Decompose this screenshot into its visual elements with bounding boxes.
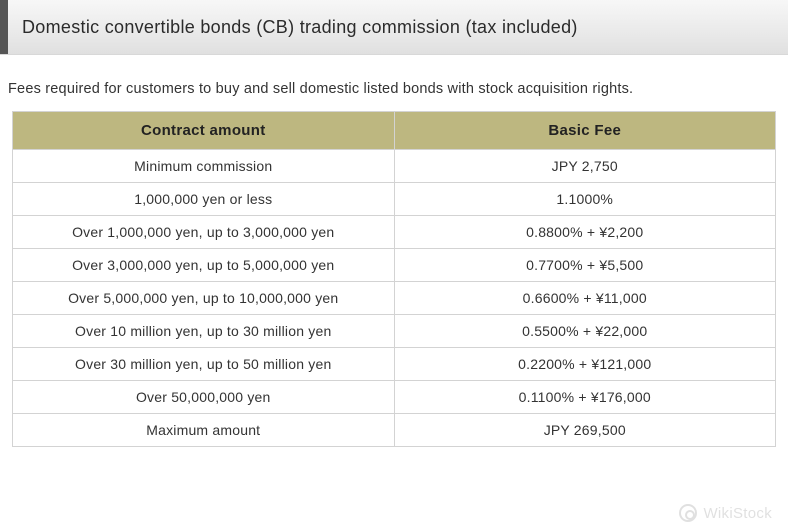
cell-fee: 0.1100% + ¥176,000 [394, 381, 776, 414]
cell-fee: 0.8800% + ¥2,200 [394, 216, 776, 249]
watermark-text: WikiStock [703, 505, 772, 522]
table-row: Over 30 million yen, up to 50 million ye… [13, 348, 776, 381]
cell-contract: Minimum commission [13, 150, 395, 183]
page-title: Domestic convertible bonds (CB) trading … [22, 0, 578, 54]
cell-fee: 1.1000% [394, 183, 776, 216]
table-row: 1,000,000 yen or less 1.1000% [13, 183, 776, 216]
cell-fee: JPY 2,750 [394, 150, 776, 183]
cell-fee: JPY 269,500 [394, 414, 776, 447]
cell-contract: Over 10 million yen, up to 30 million ye… [13, 315, 395, 348]
cell-contract: Maximum amount [13, 414, 395, 447]
column-header-contract: Contract amount [13, 112, 395, 150]
fee-table-container: Contract amount Basic Fee Minimum commis… [12, 111, 776, 447]
cell-contract: Over 3,000,000 yen, up to 5,000,000 yen [13, 249, 395, 282]
table-row: Over 10 million yen, up to 30 million ye… [13, 315, 776, 348]
table-row: Minimum commission JPY 2,750 [13, 150, 776, 183]
cell-contract: Over 30 million yen, up to 50 million ye… [13, 348, 395, 381]
table-row: Over 5,000,000 yen, up to 10,000,000 yen… [13, 282, 776, 315]
cell-fee: 0.2200% + ¥121,000 [394, 348, 776, 381]
table-header-row: Contract amount Basic Fee [13, 112, 776, 150]
fee-table-body: Minimum commission JPY 2,750 1,000,000 y… [13, 150, 776, 447]
cell-contract: Over 5,000,000 yen, up to 10,000,000 yen [13, 282, 395, 315]
column-header-fee: Basic Fee [394, 112, 776, 150]
description-text: Fees required for customers to buy and s… [8, 81, 776, 97]
table-row: Over 1,000,000 yen, up to 3,000,000 yen … [13, 216, 776, 249]
cell-contract: Over 1,000,000 yen, up to 3,000,000 yen [13, 216, 395, 249]
header-accent-bar [0, 0, 8, 54]
fee-table: Contract amount Basic Fee Minimum commis… [12, 111, 776, 447]
cell-fee: 0.5500% + ¥22,000 [394, 315, 776, 348]
watermark: WikiStock [679, 504, 772, 522]
table-row: Over 3,000,000 yen, up to 5,000,000 yen … [13, 249, 776, 282]
page-header: Domestic convertible bonds (CB) trading … [0, 0, 788, 55]
cell-contract: Over 50,000,000 yen [13, 381, 395, 414]
cell-contract: 1,000,000 yen or less [13, 183, 395, 216]
cell-fee: 0.6600% + ¥11,000 [394, 282, 776, 315]
watermark-logo-icon [679, 504, 697, 522]
table-row: Over 50,000,000 yen 0.1100% + ¥176,000 [13, 381, 776, 414]
cell-fee: 0.7700% + ¥5,500 [394, 249, 776, 282]
table-row: Maximum amount JPY 269,500 [13, 414, 776, 447]
